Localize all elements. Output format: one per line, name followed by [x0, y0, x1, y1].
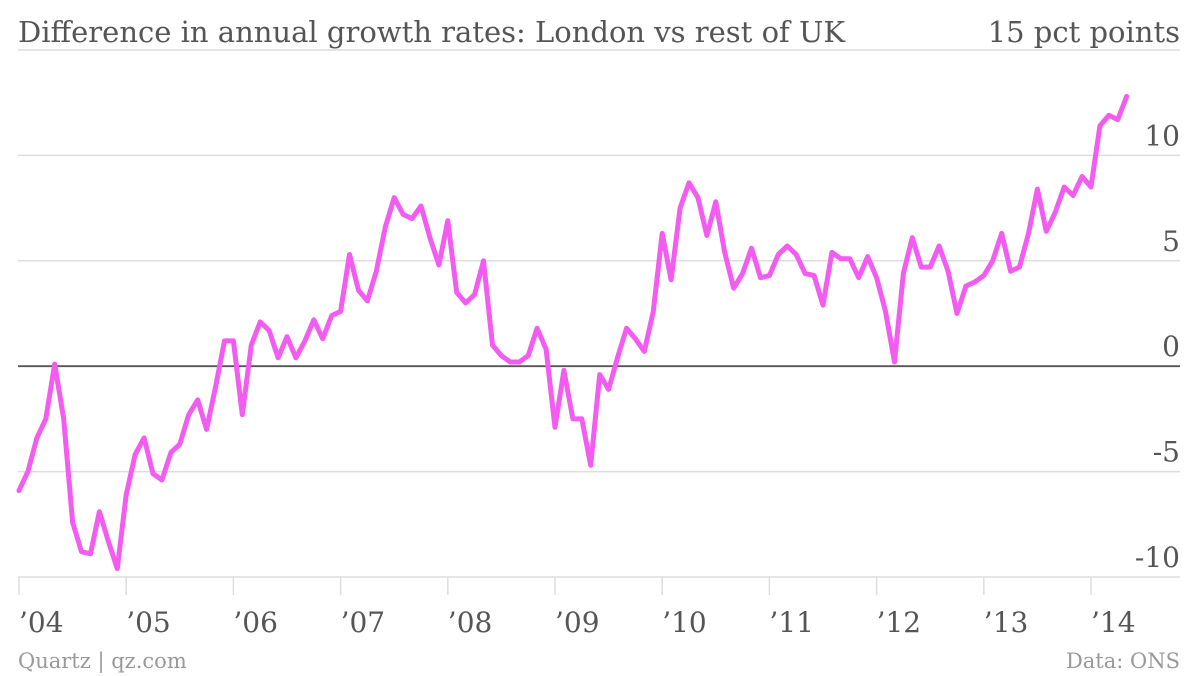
series-line: [16, 93, 1130, 572]
grid-lines: [18, 49, 1180, 578]
x-tick-label: ’07: [341, 606, 386, 639]
x-tick-label: ’14: [1091, 606, 1136, 639]
y-axis-top-label: 15 pct points: [988, 15, 1180, 49]
y-tick-label: 5: [1162, 225, 1180, 258]
chart-title: Difference in annual growth rates: Londo…: [18, 15, 846, 49]
x-tick-label: ’13: [984, 606, 1029, 639]
x-tick-label: ’09: [555, 606, 600, 639]
y-tick-label: -10: [1135, 541, 1180, 574]
x-tick-label: ’04: [19, 606, 64, 639]
y-tick-label: -5: [1153, 436, 1180, 469]
y-axis-labels: 10 5 0 -5 -10: [1135, 119, 1180, 574]
x-tick-label: ’12: [877, 606, 922, 639]
x-tick-label: ’10: [662, 606, 707, 639]
series-layer: [16, 93, 1130, 572]
x-tick-label: ’11: [769, 606, 814, 639]
y-tick-label: 10: [1144, 119, 1180, 152]
x-axis: ’04 ’05 ’06 ’07 ’08 ’09 ’10 ’11 ’12 ’13 ’14: [18, 577, 1136, 639]
x-tick-label: ’05: [126, 606, 171, 639]
source-credit: Quartz | qz.com: [18, 649, 187, 674]
data-source: Data: ONS: [1066, 649, 1180, 673]
x-tick-label: ’08: [448, 606, 493, 639]
x-tick-label: ’06: [233, 606, 278, 639]
y-tick-label: 0: [1162, 330, 1180, 363]
